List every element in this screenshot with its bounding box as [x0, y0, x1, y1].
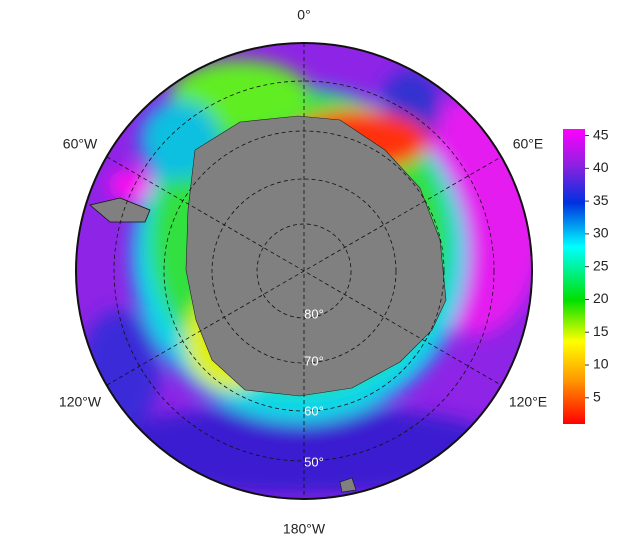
lon-label: 60°W — [63, 136, 98, 152]
island — [339, 477, 357, 493]
colorbar-tick-label: 35 — [593, 192, 609, 208]
colorbar-tick-label: 40 — [593, 159, 609, 175]
map-border — [75, 42, 533, 500]
antarctica — [185, 115, 447, 397]
colorbar-gradient — [563, 129, 585, 424]
colorbar-tick-label: 5 — [593, 388, 601, 404]
lat-label: 50° — [304, 454, 324, 469]
colorbar-tick-label: 15 — [593, 323, 609, 339]
colorbar-tick-label: 25 — [593, 257, 609, 273]
lon-label: 60°E — [513, 136, 544, 152]
lat-label: 70° — [304, 353, 324, 368]
graticule — [106, 43, 502, 499]
field — [76, 43, 532, 499]
south-america — [89, 197, 151, 223]
lon-label: 120°E — [509, 394, 547, 410]
colorbar-tick-label: 10 — [593, 356, 609, 372]
colorbar-tick-label: 20 — [593, 290, 609, 306]
lat-label: 80° — [304, 306, 324, 321]
lat-label: 60° — [304, 403, 324, 418]
lon-label: 120°W — [59, 394, 102, 410]
colorbar: 5 10 15 20 25 30 35 40 45 — [563, 126, 609, 424]
lon-label: 0° — [297, 7, 310, 23]
lon-label: 180°W — [283, 521, 326, 537]
colorbar-tick-label: 30 — [593, 225, 609, 241]
colorbar-tick-label: 45 — [593, 126, 609, 142]
